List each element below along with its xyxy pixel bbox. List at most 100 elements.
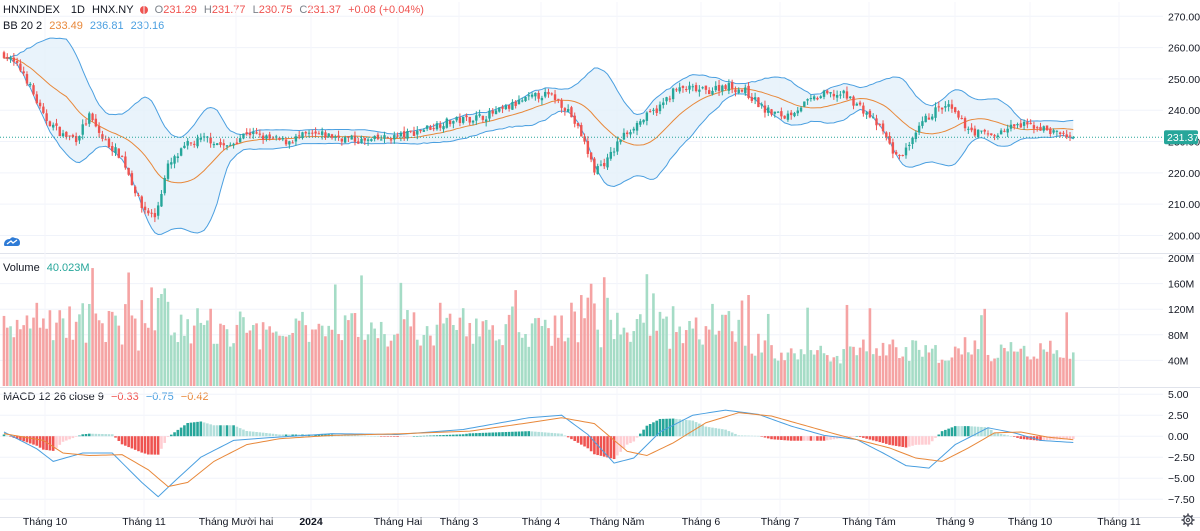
candle-body — [655, 108, 658, 113]
candle-body — [248, 132, 252, 136]
candle-body — [986, 133, 990, 135]
volume-bar — [327, 325, 331, 386]
macd-histogram-bar — [461, 434, 465, 437]
candle-body — [261, 135, 265, 140]
volume-bar — [734, 341, 737, 386]
candle-body — [763, 105, 767, 113]
macd-histogram-bar — [124, 436, 127, 446]
volume-bar — [1039, 343, 1042, 386]
candle-body — [501, 106, 504, 109]
macd-histogram-bar — [688, 420, 691, 437]
macd-histogram-bar — [35, 436, 39, 446]
time-axis-label: Tháng 6 — [682, 516, 721, 528]
macd-histogram-bar — [599, 436, 603, 456]
macd-histogram-bar — [452, 434, 455, 437]
macd-histogram-bar — [793, 436, 796, 441]
macd-histogram-bar — [717, 428, 721, 437]
macd-histogram-bar — [153, 436, 157, 455]
symbol-name[interactable]: HNXINDEX — [3, 4, 60, 16]
candle-body — [498, 107, 501, 112]
macd-histogram-bar — [904, 436, 908, 448]
volume-bar — [333, 284, 337, 386]
volume-bar — [888, 344, 891, 386]
volume-bar — [1049, 340, 1052, 386]
macd-histogram-bar — [940, 431, 944, 437]
volume-bar — [156, 298, 160, 386]
settings-gear-icon[interactable] — [1181, 513, 1195, 527]
macd-histogram-bar — [629, 436, 632, 444]
macd-histogram-bar — [983, 427, 987, 437]
candle-body — [81, 124, 84, 135]
volume-bar — [973, 340, 977, 386]
volume-bar — [901, 356, 905, 386]
candle-body — [727, 83, 731, 91]
macd-histogram-bar — [1022, 436, 1026, 440]
macd-histogram-bar — [924, 436, 927, 445]
volume-tick-label: 200M — [1168, 253, 1194, 265]
volume-legend[interactable]: Volume 40.023M — [3, 262, 94, 274]
macd-histogram-bar — [235, 426, 239, 437]
macd-histogram-bar — [960, 426, 964, 437]
volume-bar — [616, 312, 619, 386]
volume-bar — [671, 306, 675, 386]
macd-histogram-bar — [1049, 436, 1052, 440]
macd-histogram-bar — [786, 436, 790, 441]
candle-body — [855, 103, 858, 106]
macd-histogram-bar — [101, 434, 104, 437]
volume-bar — [698, 339, 701, 386]
macd-histogram-bar — [163, 436, 167, 443]
macd-histogram-bar — [848, 436, 852, 438]
candle-body — [127, 167, 130, 175]
volume-bar — [829, 361, 832, 386]
macd-histogram-bar — [750, 435, 754, 437]
tradingview-logo-icon[interactable] — [3, 235, 21, 247]
volume-bar — [284, 336, 288, 386]
volume-bar — [953, 346, 957, 386]
candle-body — [635, 122, 639, 131]
volume-bar — [48, 310, 52, 386]
macd-histogram-bar — [137, 436, 140, 452]
candle-body — [52, 124, 55, 128]
interval[interactable]: 1D — [70, 4, 85, 16]
volume-bar — [930, 348, 934, 386]
volume-bar — [885, 355, 888, 386]
bb-legend[interactable]: BB 20 2 233.49 236.81 230.16 — [3, 20, 168, 32]
macd-histogram-bar — [317, 434, 321, 437]
candle-body — [580, 124, 583, 137]
candle-body — [439, 124, 442, 128]
volume-bar — [855, 355, 859, 386]
time-axis-label: Tháng 4 — [522, 516, 561, 528]
macd-histogram-bar — [28, 436, 32, 444]
volume-bar — [422, 334, 426, 386]
volume-bar — [743, 345, 747, 386]
volume-bar — [150, 287, 153, 386]
candle-body — [88, 113, 91, 124]
time-axis-label: Tháng Tám — [842, 516, 896, 528]
macd-histogram-bar — [989, 429, 993, 437]
volume-bar — [983, 308, 987, 386]
volume-bar — [534, 318, 537, 386]
volume-bar — [694, 317, 698, 386]
macd-histogram-bar — [1065, 436, 1069, 440]
macd-histogram-bar — [219, 425, 222, 437]
volume-bar — [553, 315, 557, 386]
candle-body — [484, 119, 488, 122]
volume-bar — [668, 348, 672, 386]
macd-histogram-bar — [875, 436, 878, 442]
last-price-tag — [1164, 130, 1198, 145]
macd-histogram-bar — [147, 436, 150, 455]
candle-body — [685, 89, 688, 91]
macd-histogram-bar — [140, 436, 144, 453]
candle-body — [934, 107, 937, 118]
candle-body — [124, 156, 127, 168]
volume-bar — [524, 334, 527, 386]
volume-bar — [153, 330, 157, 386]
candle-body — [924, 115, 927, 123]
volume-tick-label: 160M — [1168, 279, 1194, 291]
candle-body — [1019, 123, 1022, 128]
volume-bar — [248, 330, 252, 386]
volume-bar — [776, 360, 780, 386]
volume-bar — [163, 288, 167, 386]
macd-histogram-bar — [947, 428, 950, 437]
